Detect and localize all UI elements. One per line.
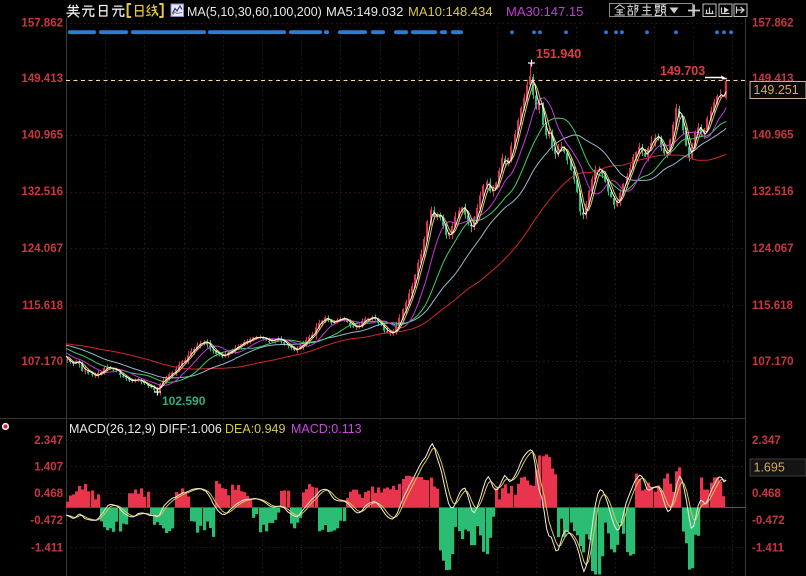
svg-text:151.940: 151.940: [536, 47, 581, 61]
svg-text:1.407: 1.407: [34, 462, 63, 474]
svg-text:115.618: 115.618: [752, 300, 794, 312]
svg-text:1.695: 1.695: [754, 461, 785, 475]
svg-text:MACD(26,12,9) DIFF:1.006: MACD(26,12,9) DIFF:1.006: [69, 422, 222, 436]
svg-text:0.468: 0.468: [752, 488, 781, 500]
svg-text:-0.472: -0.472: [30, 515, 63, 527]
svg-text:-0.472: -0.472: [752, 515, 785, 527]
svg-text:MA10:148.434: MA10:148.434: [408, 4, 493, 19]
svg-text:132.516: 132.516: [752, 186, 794, 198]
svg-text:157.862: 157.862: [21, 18, 63, 30]
svg-text:115.618: 115.618: [22, 300, 64, 312]
svg-text:MA(5,10,30,60,100,200): MA(5,10,30,60,100,200): [187, 5, 322, 19]
svg-text:149.703: 149.703: [660, 64, 705, 78]
svg-text:124.067: 124.067: [752, 243, 794, 255]
svg-text:149.251: 149.251: [754, 83, 799, 97]
svg-text:-1.411: -1.411: [31, 543, 64, 555]
svg-text:149.413: 149.413: [21, 73, 63, 85]
svg-text:-1.411: -1.411: [752, 543, 785, 555]
svg-text:0.468: 0.468: [34, 488, 63, 500]
svg-text:2.347: 2.347: [752, 435, 781, 447]
svg-text:140.965: 140.965: [752, 130, 794, 142]
svg-text:2.347: 2.347: [34, 435, 63, 447]
svg-text:MACD:0.113: MACD:0.113: [291, 422, 362, 436]
svg-text:132.516: 132.516: [21, 186, 63, 198]
svg-text:102.590: 102.590: [162, 394, 206, 408]
svg-text:MA30:147.15: MA30:147.15: [506, 4, 583, 19]
svg-text:107.170: 107.170: [752, 356, 794, 368]
svg-text:157.862: 157.862: [752, 18, 794, 30]
svg-text:107.170: 107.170: [21, 356, 63, 368]
svg-text:140.965: 140.965: [21, 130, 63, 142]
svg-text:DEA:0.949: DEA:0.949: [225, 422, 286, 436]
svg-text:124.067: 124.067: [21, 243, 63, 255]
svg-text:MA5:149.032: MA5:149.032: [326, 4, 403, 19]
